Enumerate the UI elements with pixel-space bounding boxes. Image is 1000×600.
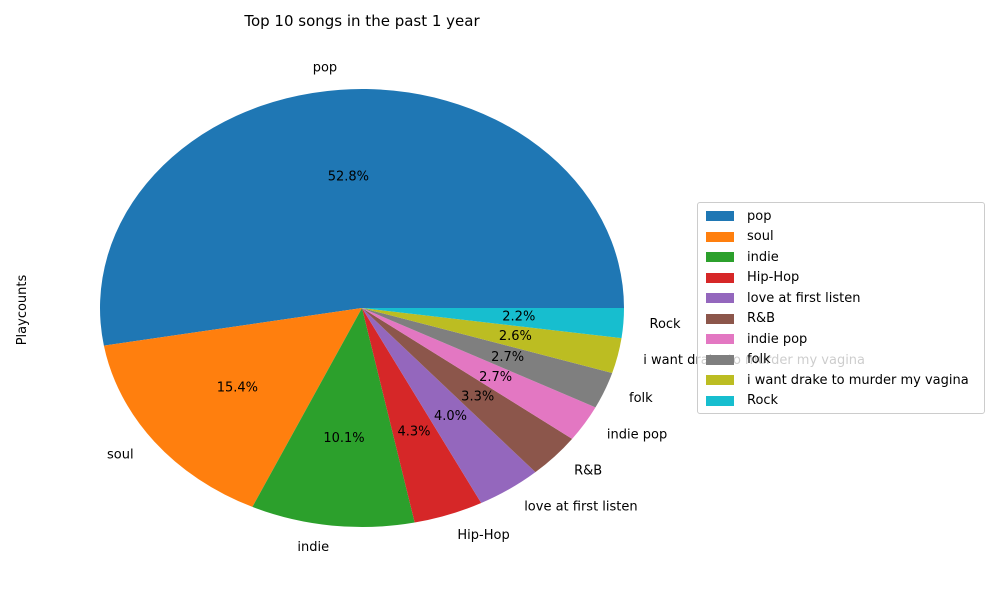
legend-swatch-r-b [706,313,734,324]
legend-item-indie-pop: indie pop [706,329,976,350]
legend-label: folk [747,352,771,368]
pie-slice-r-b [362,308,573,473]
pie-slice-hip-hop [362,308,482,523]
slice-label-folk: folk [629,391,653,406]
slice-label-r-b: R&B [574,464,602,479]
pct-label-indie-pop: 2.7% [479,370,512,385]
chart-title: Top 10 songs in the past 1 year [243,12,480,30]
percentage-labels: 52.8% 15.4% 10.1% 4.3% 4.0% 3.3% 2.7% 2.7% 2.6% 2… [217,170,536,446]
pct-label-r-b: 3.3% [461,390,494,405]
legend-label: love at first listen [747,290,861,306]
slice-label-soul: soul [107,447,134,462]
y-axis-label: Playcounts [15,274,30,345]
legend-item-soul: soul [706,227,976,248]
pie-slice-love-at-first-listen [362,308,536,504]
pct-label-i-want-drake-to-murder-my-vagina: 2.6% [499,329,532,344]
slice-label-indie-pop: indie pop [607,428,667,443]
legend-label: Rock [747,393,779,409]
pct-label-pop: 52.8% [328,170,369,185]
legend-label: indie [747,249,779,265]
legend-label: indie pop [747,331,808,347]
legend-swatch-indie [706,252,734,263]
legend-swatch-rock [706,395,734,406]
pie-slice-indie-pop [362,308,596,439]
legend-item-i-want-drake-to-murder-my-vagina: i want drake to murder my vagina [706,370,976,391]
legend-item-folk: folk [706,350,976,371]
pie-slices [99,89,625,528]
legend-label: pop [747,208,772,224]
pie-slice-folk [362,308,613,408]
pct-label-soul: 15.4% [217,381,258,396]
legend-label: i want drake to murder my vagina [747,372,969,388]
pie-slice-rock [362,308,624,339]
legend-item-love-at-first-listen: love at first listen [706,288,976,309]
legend-swatch-soul [706,231,734,242]
slice-label-love-at-first-listen: love at first listen [524,500,637,515]
legend-label: R&B [747,311,776,327]
legend-item-hip-hop: Hip-Hop [706,268,976,289]
pct-label-rock: 2.2% [502,310,535,325]
legend-swatch-indie-pop [706,334,734,345]
legend-swatch-hip-hop [706,272,734,283]
legend-swatch-i-want-drake-to-murder-my-vagina [706,375,734,386]
legend-swatch-folk [706,354,734,365]
legend-item-r-b: R&B [706,309,976,330]
pie-slice-pop [99,89,625,346]
legend-label: Hip-Hop [747,270,800,286]
pie-slice-soul [103,308,362,507]
legend-label: soul [747,229,774,245]
legend-item-indie: indie [706,247,976,268]
slice-label-pop: pop [313,61,337,76]
pct-label-folk: 2.7% [491,350,524,365]
legend-item-rock: Rock [706,391,976,412]
pct-label-hip-hop: 4.3% [397,425,430,440]
slice-label-hip-hop: Hip-Hop [457,528,509,543]
pct-label-indie: 10.1% [323,431,364,446]
pie-slice-indie [252,308,415,528]
pie-slice-i-want-drake-to-murder-my-vagina [362,308,622,373]
legend: pop soul indie Hip-Hop love at first listen R… [697,202,985,414]
slice-label-indie: indie [297,540,329,555]
legend-swatch-love-at-first-listen [706,293,734,304]
legend-swatch-pop [706,211,734,222]
slice-label-rock: Rock [650,317,682,332]
pct-label-love-at-first-listen: 4.0% [434,409,467,424]
legend-item-pop: pop [706,206,976,227]
